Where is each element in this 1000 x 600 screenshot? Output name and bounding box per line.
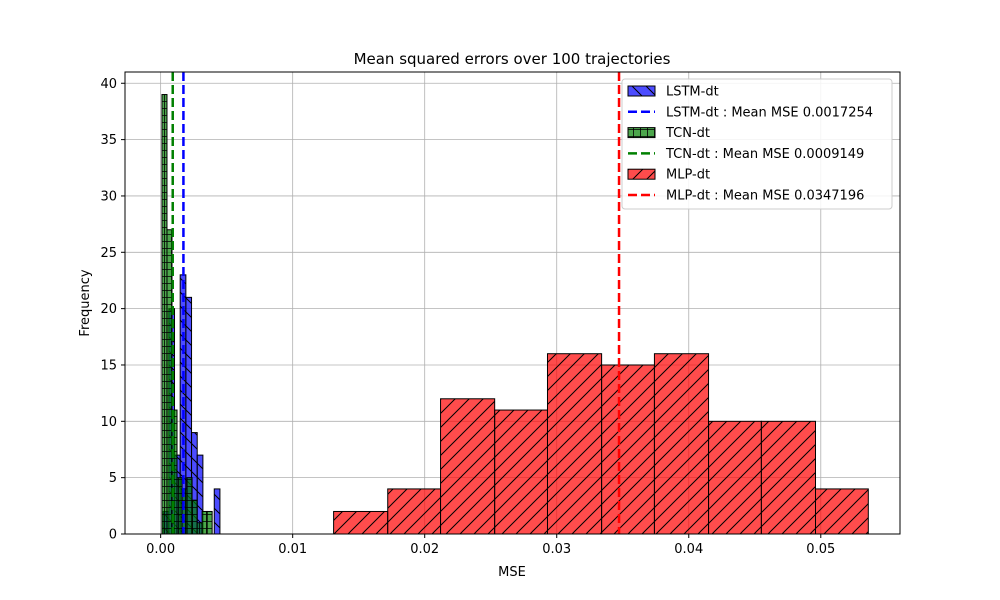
legend-label: MLP-dt xyxy=(666,168,710,183)
histogram-bar-outline xyxy=(601,364,655,535)
y-axis-ticks: 0 5 10 15 20 25 30 35 40 xyxy=(100,77,125,543)
histogram-bar-outline xyxy=(191,499,198,535)
histogram-bar-outline xyxy=(166,229,173,535)
y-tick-label: 15 xyxy=(100,358,117,373)
histogram-bar-outline xyxy=(196,522,203,535)
y-tick-label: 30 xyxy=(100,189,117,204)
y-tick-label: 20 xyxy=(100,302,117,317)
x-tick-label: 0.00 xyxy=(146,542,175,557)
plot-frame xyxy=(124,71,901,535)
y-tick-label: 5 xyxy=(109,471,117,486)
histogram-bar-outline xyxy=(206,510,213,535)
legend-swatch-outline xyxy=(627,85,656,97)
x-axis-label: MSE xyxy=(498,565,526,580)
y-tick-label: 10 xyxy=(100,415,117,430)
x-tick-label: 0.01 xyxy=(278,542,307,557)
histogram-bar-outline xyxy=(161,94,168,535)
legend-label: TCN-dt : Mean MSE 0.0009149 xyxy=(665,147,864,162)
histogram-bar-outline xyxy=(546,353,603,535)
histogram-bar-outline xyxy=(176,477,183,535)
y-tick-label: 35 xyxy=(100,133,117,148)
histogram-bar-outline xyxy=(201,510,208,535)
series-mlp-dt xyxy=(333,353,869,535)
x-tick-label: 0.02 xyxy=(410,542,439,557)
legend-label: TCN-dt xyxy=(665,126,710,141)
x-axis-ticks: 0.00 0.01 0.02 0.03 0.04 0.05 xyxy=(146,534,835,557)
legend-swatch-outline xyxy=(627,168,656,180)
histogram-bar-outline xyxy=(708,420,762,535)
legend-box xyxy=(621,78,893,210)
x-tick-label: 0.05 xyxy=(806,542,835,557)
histogram-bar-outline xyxy=(213,488,221,535)
x-tick-label: 0.03 xyxy=(542,542,571,557)
legend: LSTM-dt LSTM-dt : Mean MSE 0.0017254 TCN-d… xyxy=(621,78,893,210)
legend-label: MLP-dt : Mean MSE 0.0347196 xyxy=(666,189,864,204)
x-tick-label: 0.04 xyxy=(674,542,703,557)
histogram-bar-outline xyxy=(494,409,548,535)
histogram-bar-outline xyxy=(387,488,442,535)
histogram-bar-outline xyxy=(440,398,496,535)
y-tick-label: 0 xyxy=(109,528,117,543)
histogram-bars xyxy=(161,94,869,535)
legend-swatch-outline xyxy=(627,127,656,139)
legend-label: LSTM-dt : Mean MSE 0.0017254 xyxy=(666,105,873,120)
histogram-bar-outline xyxy=(653,353,710,535)
y-tick-label: 25 xyxy=(100,246,117,261)
histogram-bar-outline xyxy=(186,477,193,535)
y-axis-label: Frequency xyxy=(78,269,93,336)
chart-title: Mean squared errors over 100 trajectorie… xyxy=(354,50,671,68)
y-tick-label: 40 xyxy=(100,77,117,92)
mean-lines xyxy=(171,72,621,534)
legend-label: LSTM-dt xyxy=(666,85,719,100)
histogram-bar-outline xyxy=(815,488,869,535)
histogram-bar-outline xyxy=(333,510,389,535)
histogram-bar-outline xyxy=(760,420,817,535)
